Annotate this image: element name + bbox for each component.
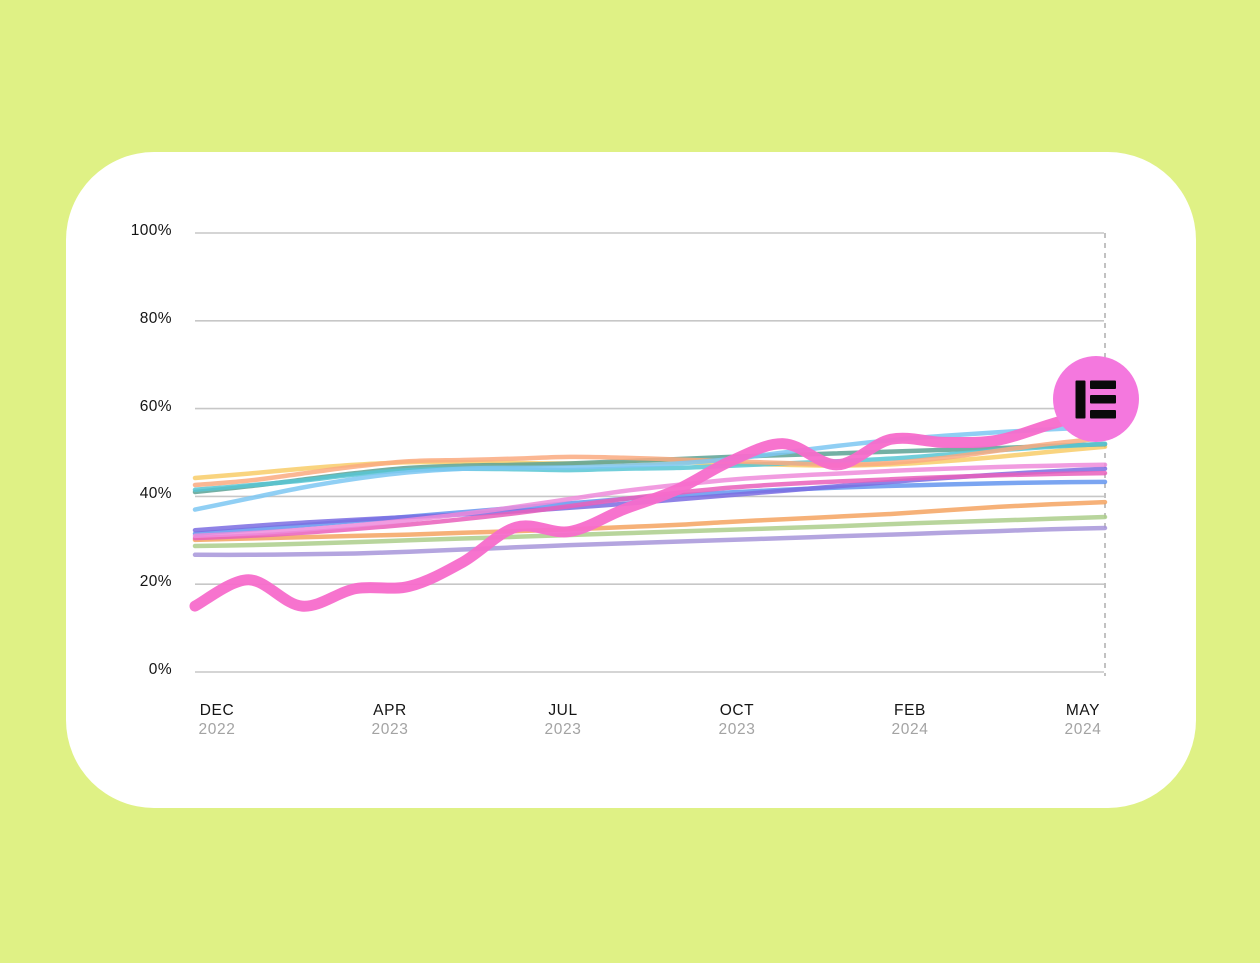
series-line-lavender — [192, 525, 1108, 558]
series-line-sky-blue — [192, 424, 1108, 512]
series-line-green — [192, 514, 1108, 549]
series-line-orchid — [192, 462, 1108, 539]
series-layer — [189, 403, 1111, 612]
elementor-e-icon — [1075, 380, 1116, 419]
series-line-orange — [192, 499, 1108, 543]
series-line-featured-pink — [189, 403, 1111, 612]
series-line-salmon — [192, 435, 1108, 488]
series-line-turquoise — [192, 441, 1108, 493]
elementor-logo-badge — [1053, 356, 1139, 442]
